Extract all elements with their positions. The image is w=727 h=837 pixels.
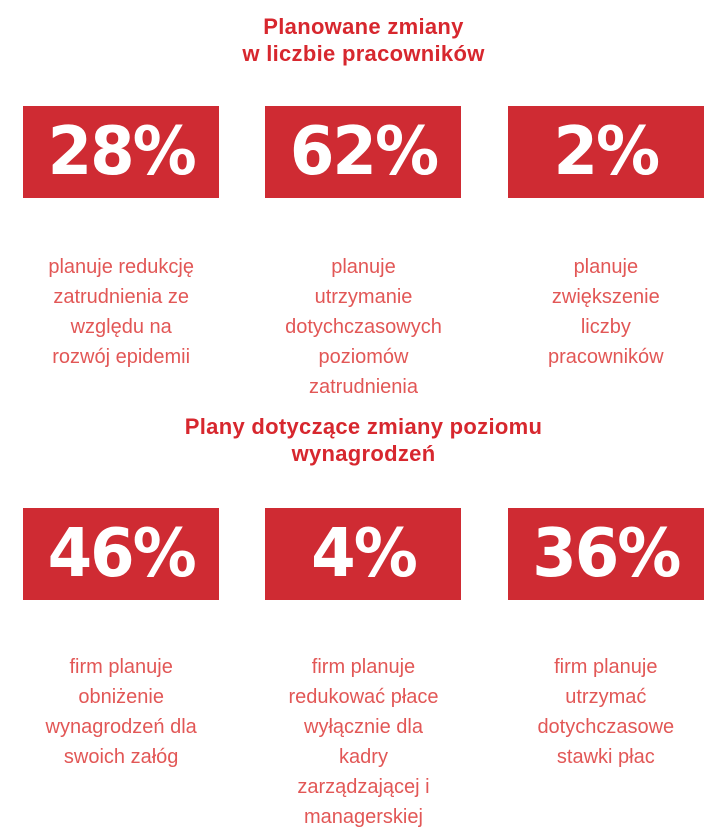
stat-caption: planuje zwiększenie liczby pracowników: [548, 256, 664, 368]
stat-value-box: 62%: [265, 106, 462, 198]
stat-value-box: 4%: [265, 508, 462, 600]
stat-value-box: 2%: [507, 106, 704, 198]
stat-value: 36%: [532, 515, 681, 593]
stat-caption: firm planuje redukować płace wyłącznie d…: [288, 656, 439, 828]
stat-value: 46%: [47, 515, 197, 593]
stat-lower-salaries: 46% firm planuje obniżenie wynagrodzeń d…: [0, 467, 242, 832]
stat-caption: firm planuje utrzymać dotychczasowe staw…: [537, 656, 675, 768]
stat-maintain-employment: 62% planuje utrzymanie dotychczasowych p…: [242, 67, 484, 402]
section-employment-changes: Planowane zmiany w liczbie pracowników 2…: [0, 0, 727, 402]
stat-value: 2%: [553, 113, 660, 191]
stat-caption: planuje utrzymanie dotychczasowych pozio…: [285, 256, 442, 398]
stat-value-box: 28%: [23, 106, 220, 198]
stats-row-employment: 28% planuje redukcję zatrudnienia ze wzg…: [0, 67, 727, 402]
stat-value-box: 36%: [507, 508, 704, 600]
stat-value-box: 46%: [23, 508, 220, 600]
stat-caption: planuje redukcję zatrudnienia ze względu…: [48, 256, 194, 368]
section-title-salaries: Plany dotyczące zmiany poziomu wynagrodz…: [184, 414, 543, 466]
section-title-employment: Planowane zmiany w liczbie pracowników: [242, 14, 485, 66]
stat-value: 62%: [289, 113, 439, 191]
stat-increase-employment: 2% planuje zwiększenie liczby pracownikó…: [485, 67, 727, 402]
stats-row-salaries: 46% firm planuje obniżenie wynagrodzeń d…: [0, 467, 727, 832]
stat-caption: firm planuje obniżenie wynagrodzeń dla s…: [45, 656, 197, 768]
stat-value: 28%: [47, 113, 197, 191]
stat-reduction: 28% planuje redukcję zatrudnienia ze wzg…: [0, 67, 242, 402]
section-salary-changes: Plany dotyczące zmiany poziomu wynagrodz…: [0, 402, 727, 832]
stat-value: 4%: [311, 515, 418, 593]
stat-reduce-management-pay: 4% firm planuje redukować płace wyłączni…: [242, 467, 484, 832]
stat-keep-pay-rates: 36% firm planuje utrzymać dotychczasowe …: [485, 467, 727, 832]
